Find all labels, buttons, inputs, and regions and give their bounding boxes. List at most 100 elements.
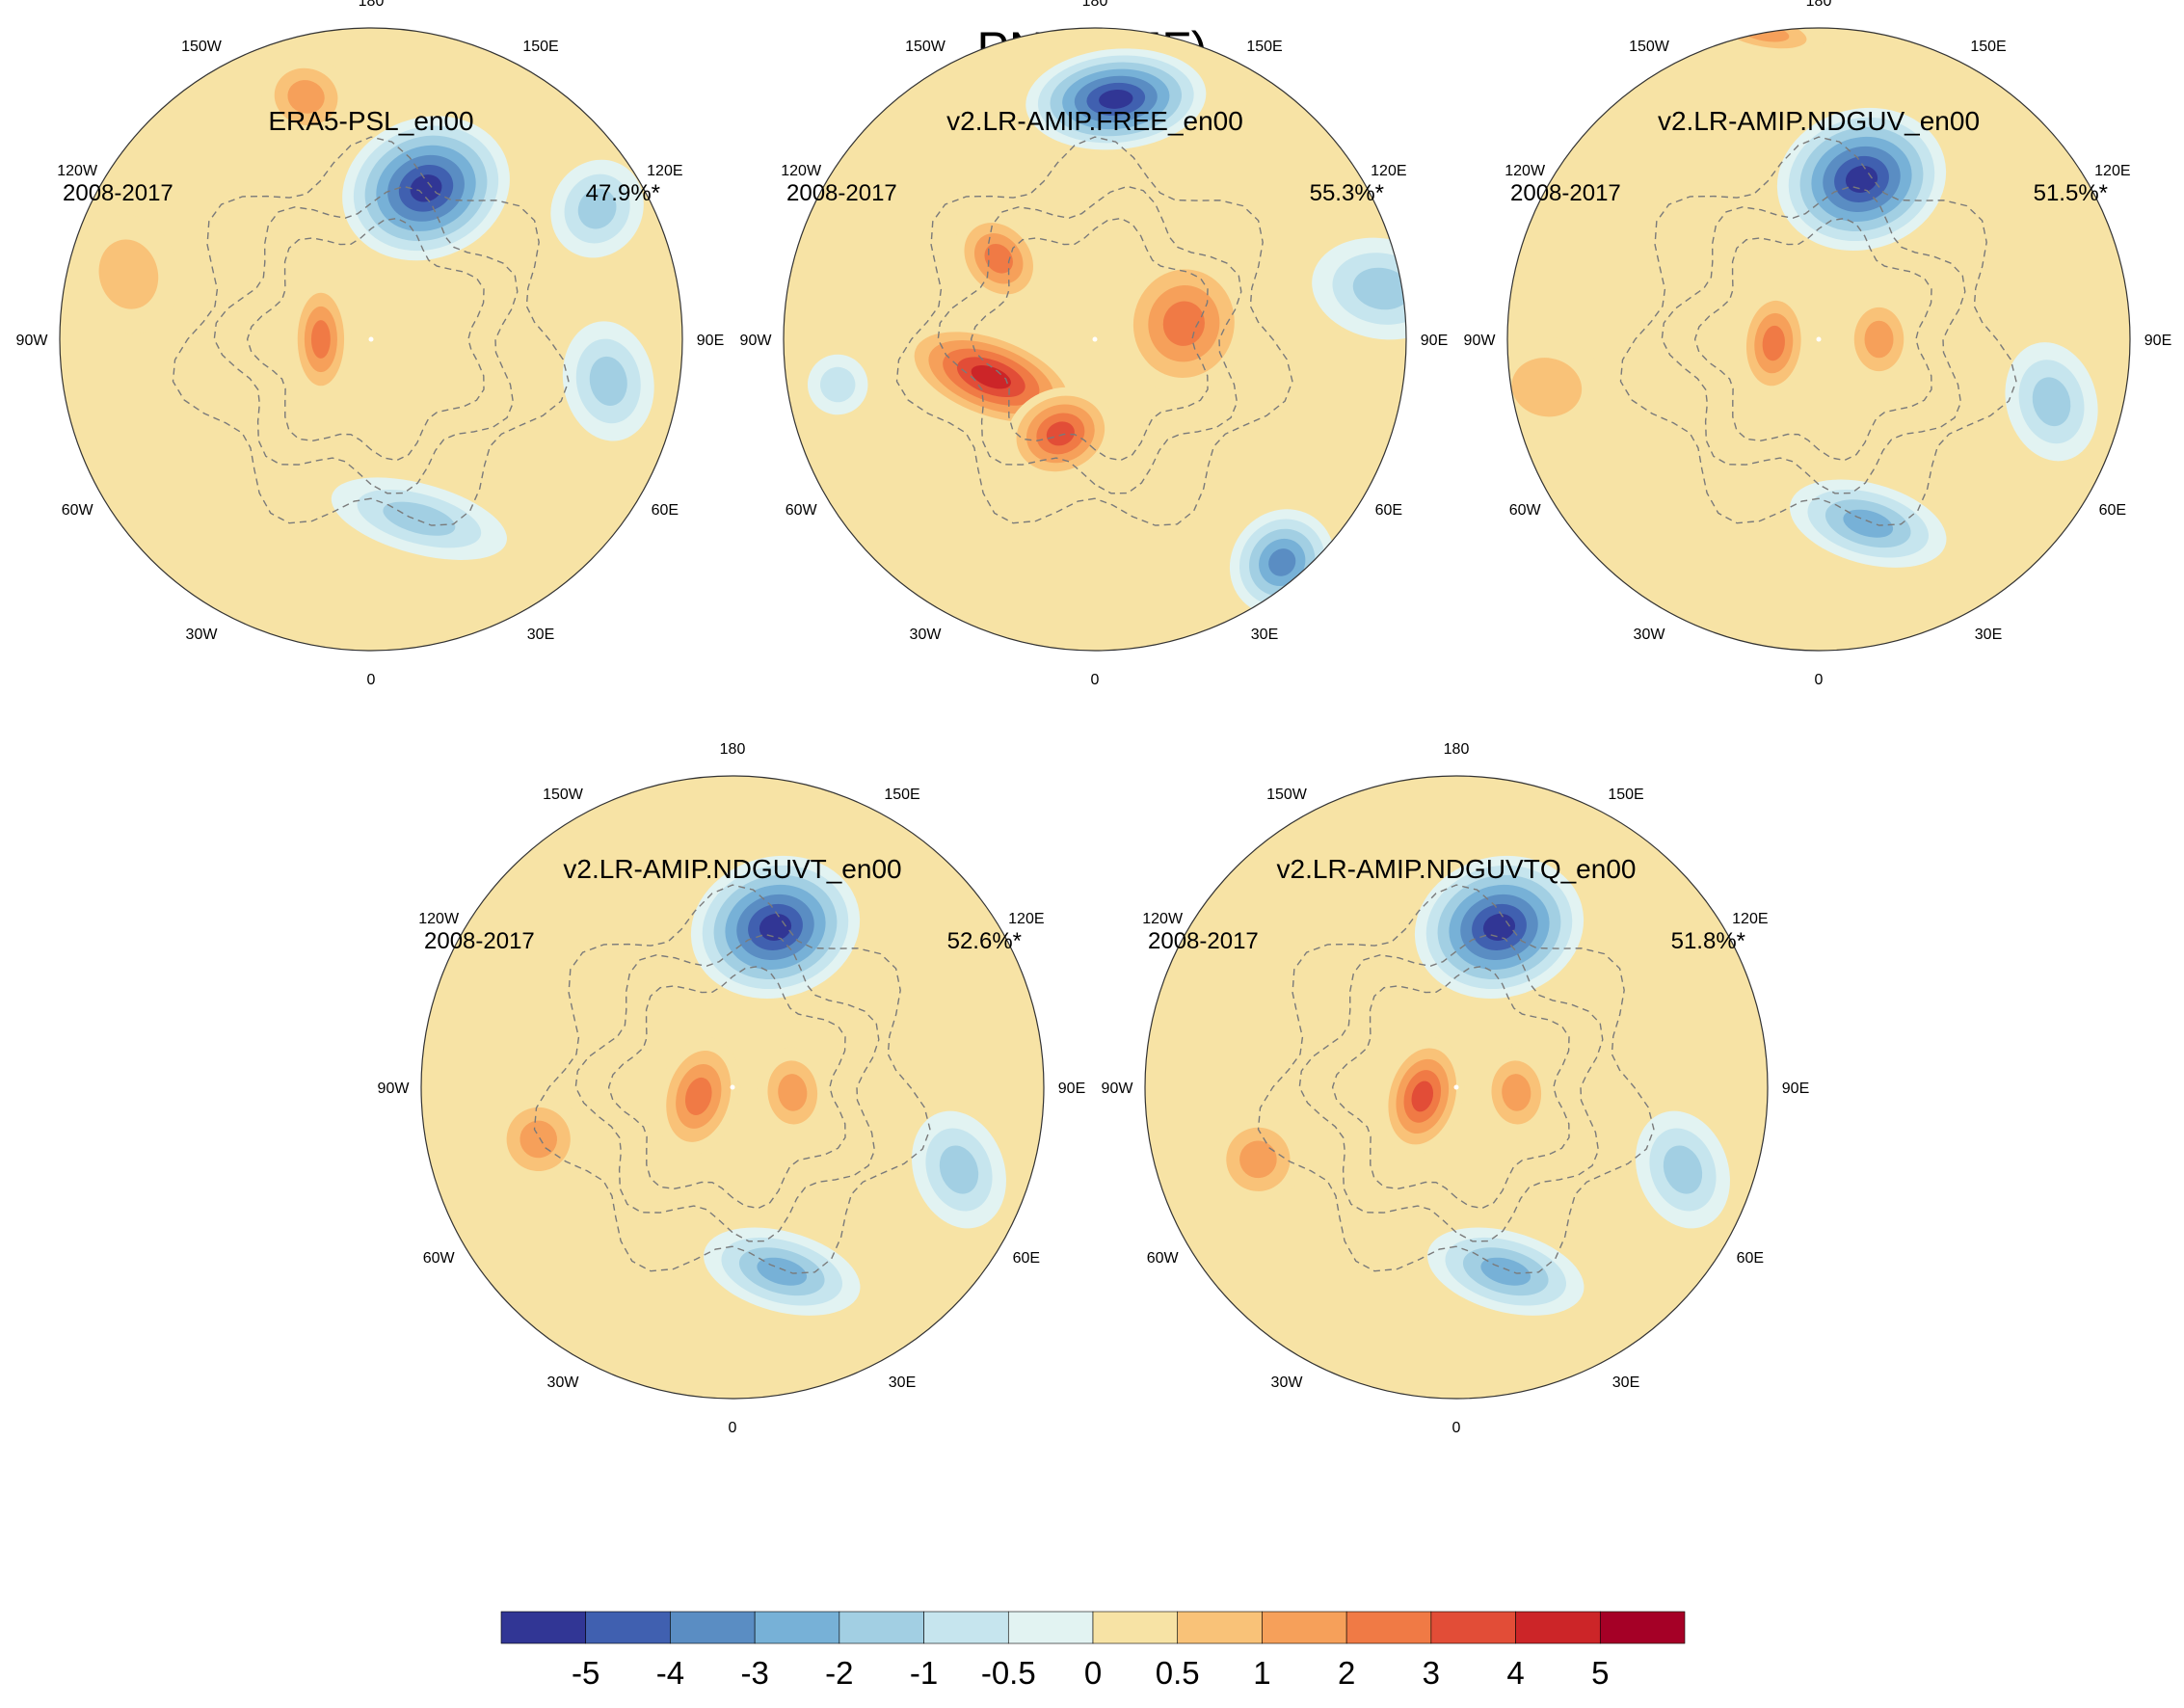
colorbar: -5 -4 -3 -2 -1 -0.5 0 0.5 1 2 3 4 5	[500, 1611, 1686, 1691]
longitude-label: 60E	[1737, 1250, 1764, 1267]
panel-title: ERA5-PSL_en00	[268, 106, 473, 136]
anomaly-field	[1507, 28, 2130, 651]
longitude-label: 0	[1452, 1420, 1461, 1436]
longitude-label: 120E	[647, 163, 682, 179]
longitude-label: 90W	[1102, 1081, 1134, 1097]
colorbar-label: -4	[656, 1655, 684, 1691]
longitude-label: 180	[359, 0, 385, 10]
longitude-label: 120W	[418, 911, 460, 927]
coastline	[895, 136, 1293, 526]
colorbar-swatch	[923, 1611, 1009, 1644]
colorbar-label: -3	[740, 1655, 768, 1691]
longitude-label: 150W	[905, 39, 946, 55]
coastline	[533, 884, 931, 1274]
longitude-label: 120E	[2094, 163, 2130, 179]
longitude-label: 60E	[1375, 502, 1402, 519]
longitude-label: 150E	[522, 39, 558, 55]
colorbar-swatch	[1262, 1611, 1347, 1644]
colorbar-label: 5	[1591, 1655, 1609, 1691]
contour-fill	[1411, 1081, 1434, 1112]
contour-fill	[1099, 89, 1133, 109]
pole-marker	[1092, 336, 1098, 342]
colorbar-swatch	[585, 1611, 671, 1644]
contour-fill	[1046, 421, 1075, 446]
pole-marker	[368, 336, 374, 342]
contour-fill	[1482, 913, 1516, 941]
longitude-label: 60W	[423, 1250, 456, 1267]
map-boundary	[1144, 775, 1769, 1400]
longitude-label: 120E	[1732, 911, 1768, 927]
contour-fill	[2032, 377, 2071, 427]
map-panel: 180 150E 120E 90E 60E 30E 0 30W 60W 90W 120W 150W v2…	[740, 0, 1449, 688]
map-panel: 180 150E 120E 90E 60E 30E 0 30W 60W 90W 120W 150W ER…	[16, 0, 725, 688]
contour-fill	[684, 1077, 712, 1115]
longitude-label: 120E	[1371, 163, 1406, 179]
map-boundary	[1506, 27, 2131, 652]
contour-fill	[310, 320, 331, 359]
contour-fill	[1663, 1145, 1703, 1194]
colorbar-label: -5	[572, 1655, 599, 1691]
contour-fill	[1762, 325, 1785, 361]
colorbar-swatch	[1430, 1611, 1516, 1644]
map-panels: 180 150E 120E 90E 60E 30E 0 30W 60W 90W 120W 150W ER…	[16, 0, 2172, 1436]
contour-fill	[759, 913, 792, 941]
longitude-label: 120W	[1142, 911, 1184, 927]
panel-percent: 52.6%*	[947, 928, 1022, 954]
contour-fill	[1845, 165, 1878, 193]
longitude-label: 120W	[1505, 163, 1546, 179]
longitude-label: 60W	[786, 502, 818, 519]
colorbar-swatch	[1515, 1611, 1601, 1644]
colorbar-label: -1	[910, 1655, 938, 1691]
panel-percent: 47.9%*	[586, 180, 660, 206]
longitude-label: 90W	[1464, 333, 1497, 349]
longitude-label: 30E	[889, 1374, 916, 1391]
longitude-label: 30W	[910, 627, 943, 643]
panel-title: v2.LR-AMIP.FREE_en00	[946, 106, 1243, 136]
longitude-label: 90E	[1058, 1081, 1085, 1097]
map-panel: 180 150E 120E 90E 60E 30E 0 30W 60W 90W 120W 150W v2…	[1102, 741, 1810, 1436]
contour-fill	[1239, 1140, 1277, 1179]
contour-fill	[1352, 267, 1406, 310]
longitude-label: 60E	[1013, 1250, 1040, 1267]
anomaly-field	[1145, 776, 1768, 1399]
colorbar-swatch	[670, 1611, 756, 1644]
longitude-label: 90E	[1421, 333, 1448, 349]
contour-fill	[1511, 358, 1583, 417]
anomaly-field	[784, 28, 1406, 651]
panel-percent: 55.3%*	[1310, 180, 1384, 206]
map-panel: 180 150E 120E 90E 60E 30E 0 30W 60W 90W 120W 150W v2…	[1464, 0, 2172, 688]
colorbar-label: 2	[1338, 1655, 1355, 1691]
anomaly-field	[60, 28, 682, 651]
map-boundary	[420, 775, 1045, 1400]
colorbar-label: 0	[1084, 1655, 1102, 1691]
map-boundary	[59, 27, 683, 652]
contour-fill	[287, 80, 325, 114]
longitude-label: 150E	[884, 787, 919, 803]
colorbar-label: 0.5	[1156, 1655, 1200, 1691]
contour-fill	[1268, 548, 1296, 576]
contour-fill	[519, 1120, 558, 1159]
colorbar-label: 1	[1253, 1655, 1270, 1691]
longitude-label: 30W	[547, 1374, 580, 1391]
map-boundary	[783, 27, 1407, 652]
colorbar-label: 4	[1506, 1655, 1524, 1691]
contour-fill	[778, 1074, 808, 1111]
longitude-label: 30W	[1634, 627, 1666, 643]
longitude-label: 180	[1806, 0, 1832, 10]
longitude-label: 60E	[2099, 502, 2126, 519]
colorbar-swatch	[1007, 1611, 1094, 1644]
colorbar-label: 3	[1423, 1655, 1440, 1691]
longitude-label: 0	[1815, 672, 1824, 688]
contour-fill	[939, 1145, 979, 1194]
contour-fill	[98, 239, 159, 309]
longitude-label: 120E	[1008, 911, 1044, 927]
longitude-label: 90W	[740, 333, 773, 349]
longitude-label: 180	[1444, 741, 1470, 758]
longitude-label: 90W	[378, 1081, 411, 1097]
longitude-label: 90E	[1782, 1081, 1809, 1097]
colorbar-swatch	[839, 1611, 924, 1644]
contour-fill	[971, 365, 1011, 389]
longitude-label: 60W	[62, 502, 94, 519]
longitude-label: 180	[1082, 0, 1108, 10]
